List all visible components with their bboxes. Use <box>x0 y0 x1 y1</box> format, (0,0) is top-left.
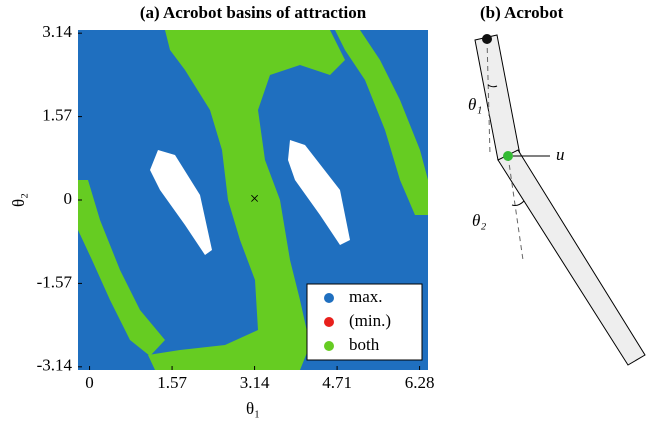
x-tick-label: 0 <box>85 373 94 392</box>
legend-swatch <box>324 341 334 351</box>
legend-label: max. <box>349 287 383 306</box>
legend-swatch <box>324 293 334 303</box>
elbow-joint <box>503 151 513 161</box>
theta1-label: θ₁ <box>468 95 482 114</box>
x-tick-label: 4.71 <box>322 373 352 392</box>
diagram-title: (b) Acrobot <box>480 3 564 22</box>
chart-title: (a) Acrobot basins of attraction <box>140 3 367 22</box>
link-2 <box>498 150 645 365</box>
angle-arrow <box>512 201 524 206</box>
y-axis-label: θ₂ <box>9 193 28 207</box>
torque-label: u <box>556 145 565 164</box>
marker: × <box>250 189 260 208</box>
legend-swatch <box>324 317 334 327</box>
x-tick-label: 3.14 <box>240 373 270 392</box>
y-tick-label: 3.14 <box>42 22 72 41</box>
x-axis-label: θ₁ <box>246 399 260 418</box>
y-tick-label: 0 <box>64 189 73 208</box>
y-tick-label: -1.57 <box>37 272 73 291</box>
theta2-label: θ₂ <box>472 211 486 230</box>
legend-label: (min.) <box>349 311 391 330</box>
acrobot-diagram: (b) Acrobot θ₁ θ₂ u <box>468 3 645 365</box>
y-tick-label: -3.14 <box>37 356 73 375</box>
x-tick-label: 1.57 <box>157 373 187 392</box>
legend-label: both <box>349 335 380 354</box>
y-tick-label: 1.57 <box>42 106 72 125</box>
base-joint <box>482 34 492 44</box>
x-tick-label: 6.28 <box>405 373 435 392</box>
figure: (a) Acrobot basins of attraction θ₁ θ₂ (… <box>0 0 646 427</box>
